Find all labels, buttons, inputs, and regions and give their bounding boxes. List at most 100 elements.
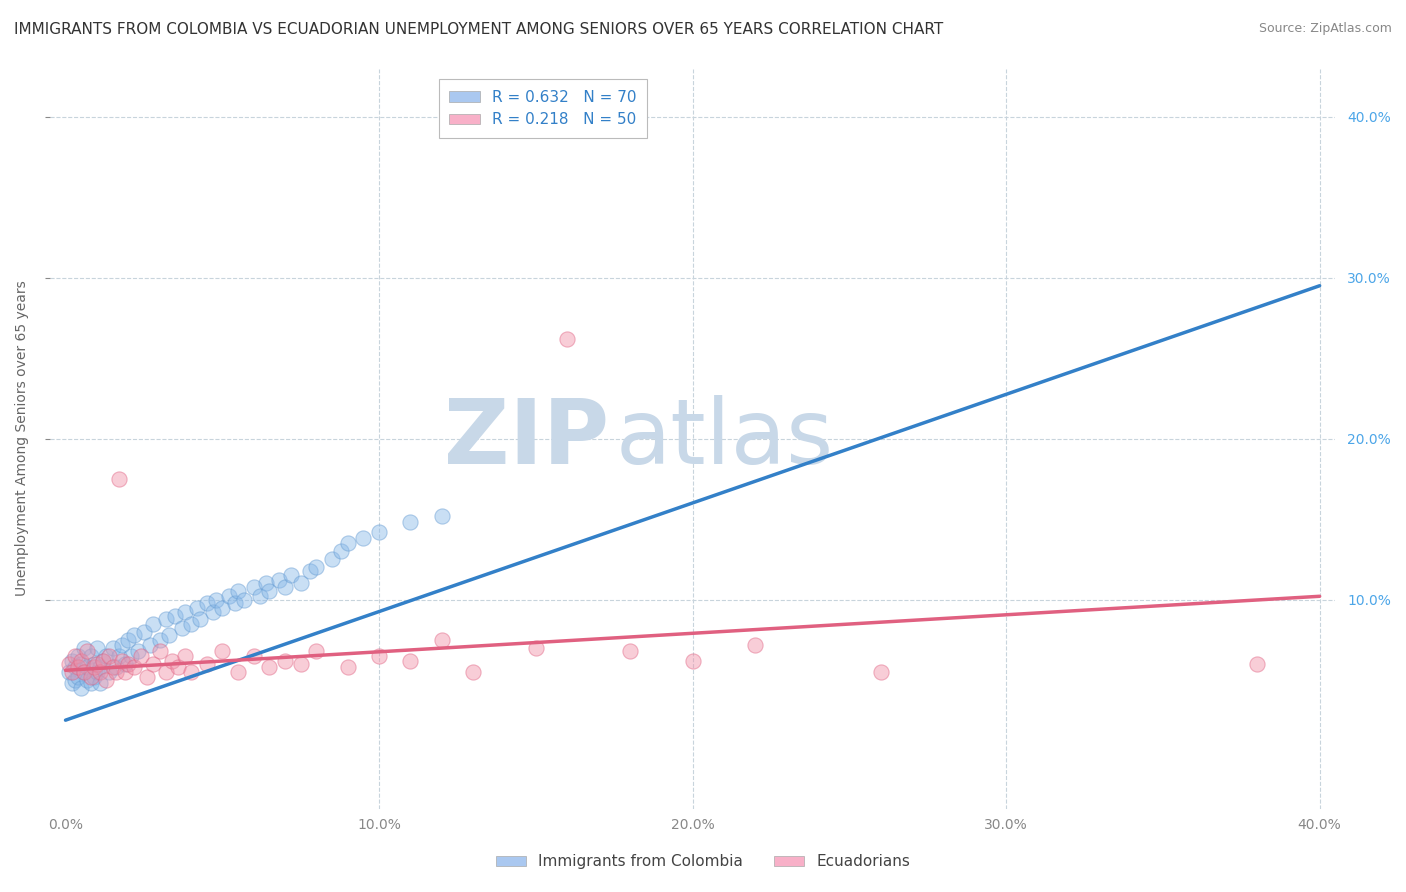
Point [129,648,152,663]
Point [226,584,249,599]
Point [79,648,101,663]
Point [79,676,101,690]
Point [180,616,202,631]
Point [170,622,193,636]
Point [186,600,208,615]
Point [91,654,114,668]
Point [89,660,111,674]
Point [682,654,704,668]
Point [280,568,302,582]
Point [60,665,83,679]
Point [83,670,105,684]
Point [148,632,170,647]
Point [155,612,177,626]
Point [89,665,111,679]
Point [167,660,190,674]
Point [96,648,118,663]
Y-axis label: Unemployment Among Seniors over 65 years: Unemployment Among Seniors over 65 years [15,281,30,597]
Point [157,628,180,642]
Point [83,657,105,671]
Point [211,600,233,615]
Point [368,648,391,663]
Point [114,657,136,671]
Point [86,665,108,679]
Point [352,532,374,546]
Point [86,657,108,671]
Point [111,654,134,668]
Point [136,670,159,684]
Point [79,670,101,684]
Point [155,665,177,679]
Point [180,665,202,679]
Point [86,640,108,655]
Point [744,638,766,652]
Point [305,644,328,658]
Legend: Immigrants from Colombia, Ecuadorians: Immigrants from Colombia, Ecuadorians [489,848,917,875]
Point [58,657,80,671]
Point [368,524,391,539]
Point [73,665,96,679]
Point [101,640,124,655]
Point [117,657,139,671]
Point [399,654,422,668]
Point [120,648,142,663]
Point [165,608,187,623]
Point [1246,657,1268,671]
Point [63,660,86,674]
Point [290,576,312,591]
Point [205,592,228,607]
Point [76,644,98,658]
Point [67,660,90,674]
Text: IMMIGRANTS FROM COLOMBIA VS ECUADORIAN UNEMPLOYMENT AMONG SENIORS OVER 65 YEARS : IMMIGRANTS FROM COLOMBIA VS ECUADORIAN U… [14,22,943,37]
Point [330,544,353,558]
Point [305,560,328,574]
Point [70,681,93,695]
Point [160,654,183,668]
Point [555,332,578,346]
Point [83,660,105,674]
Point [58,665,80,679]
Point [60,676,83,690]
Point [195,596,218,610]
Point [430,508,453,523]
Point [259,584,281,599]
Point [63,673,86,687]
Point [299,564,322,578]
Point [67,670,90,684]
Text: atlas: atlas [616,394,834,483]
Point [91,654,114,668]
Point [242,648,264,663]
Point [114,665,136,679]
Point [117,632,139,647]
Point [619,644,641,658]
Point [101,660,124,674]
Point [124,660,146,674]
Point [139,638,162,652]
Point [104,660,127,674]
Point [461,665,484,679]
Legend: R = 0.632   N = 70, R = 0.218   N = 50: R = 0.632 N = 70, R = 0.218 N = 50 [443,84,643,134]
Point [89,676,111,690]
Point [188,612,211,626]
Point [76,660,98,674]
Point [142,616,165,631]
Point [60,654,83,668]
Point [226,665,249,679]
Point [148,644,170,658]
Point [399,516,422,530]
Point [73,665,96,679]
Point [242,580,264,594]
Point [249,589,271,603]
Point [290,657,312,671]
Point [63,648,86,663]
Point [124,628,146,642]
Point [430,632,453,647]
Point [254,576,277,591]
Point [218,589,240,603]
Point [869,665,891,679]
Point [274,580,297,594]
Point [224,596,246,610]
Point [524,640,547,655]
Point [233,592,256,607]
Text: ZIP: ZIP [444,394,609,483]
